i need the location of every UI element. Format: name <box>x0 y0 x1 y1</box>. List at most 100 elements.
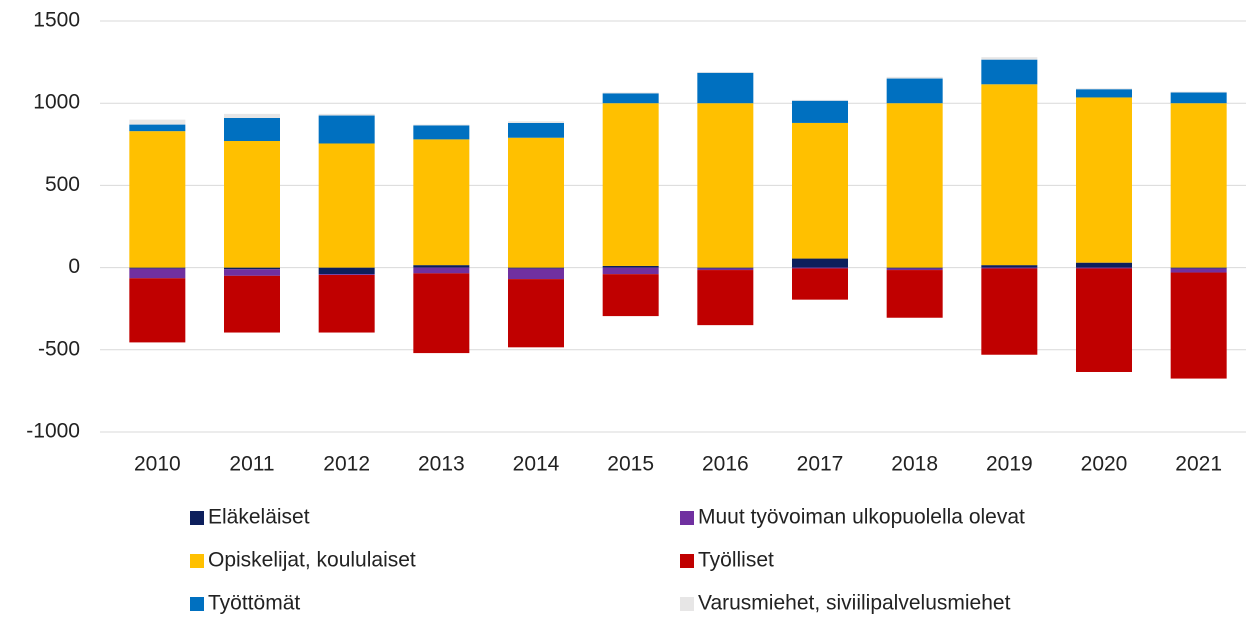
bar-segment <box>792 267 848 269</box>
bar-segment <box>508 137 564 268</box>
bar-segment <box>508 122 564 138</box>
bar-segment <box>792 268 848 300</box>
legend-swatch <box>190 554 204 568</box>
bar-segment <box>224 269 280 276</box>
bar-segment <box>318 113 375 116</box>
bar-segment <box>508 121 564 123</box>
bar-segment <box>1170 272 1227 379</box>
bar-segment <box>981 268 1038 355</box>
bar-segment <box>413 125 470 140</box>
y-tick-label: -1000 <box>26 420 80 443</box>
bar-segment <box>602 265 659 268</box>
x-tick-label: 2016 <box>702 453 749 476</box>
x-tick-label: 2018 <box>891 453 938 476</box>
x-tick-label: 2020 <box>1081 453 1128 476</box>
bar-segment <box>1170 268 1227 273</box>
legend-swatch <box>680 511 694 525</box>
bar-segment <box>602 93 659 104</box>
bar-segment <box>1170 91 1227 93</box>
bar-segment <box>318 274 375 333</box>
legend-label: Työlliset <box>698 549 774 572</box>
x-tick-label: 2011 <box>229 453 274 476</box>
bar-segment <box>224 267 280 270</box>
bar-segment <box>792 100 848 123</box>
y-tick-label: 1500 <box>33 9 80 32</box>
legend-swatch <box>680 597 694 611</box>
y-tick-label: 0 <box>68 255 80 278</box>
bar-segment <box>129 119 186 125</box>
bar-segment <box>1076 89 1132 98</box>
legend-label: Muut työvoiman ulkopuolella olevat <box>698 506 1025 529</box>
x-tick-label: 2015 <box>607 453 654 476</box>
bar-segment <box>318 267 375 275</box>
bar-segment <box>981 59 1038 85</box>
bar-segment <box>413 139 470 266</box>
bar-segment <box>697 71 754 73</box>
bar-segment <box>981 267 1038 269</box>
bar-segment <box>224 113 280 118</box>
bar-segment <box>129 131 186 268</box>
bar-segment <box>697 72 754 104</box>
bar-segment <box>981 84 1038 266</box>
bar-segment <box>318 274 375 275</box>
bar-segment <box>129 267 186 269</box>
bar-segment <box>886 270 943 318</box>
bar-segment <box>602 92 659 94</box>
legend-swatch <box>190 511 204 525</box>
bar-segment <box>792 122 848 259</box>
bar-segment <box>1076 262 1132 268</box>
y-tick-label: 1000 <box>33 91 80 114</box>
bar-segment <box>981 265 1038 268</box>
bar-segment <box>886 268 943 271</box>
bar-segment <box>224 117 280 142</box>
bar-segment <box>129 124 186 132</box>
bar-segment <box>508 267 564 269</box>
bar-segment <box>602 274 659 317</box>
legend-label: Varusmiehet, siviilipalvelusmiehet <box>698 592 1011 615</box>
legend-swatch <box>190 597 204 611</box>
x-tick-label: 2012 <box>323 453 370 476</box>
x-tick-label: 2017 <box>797 453 844 476</box>
y-tick-label: -500 <box>38 337 80 360</box>
x-tick-label: 2013 <box>418 453 465 476</box>
legend-label: Eläkeläiset <box>208 506 310 529</box>
bar-segment <box>318 115 375 144</box>
bar-segment <box>129 268 186 279</box>
bar-segment <box>886 103 943 268</box>
bar-segment <box>1076 88 1132 90</box>
y-tick-label: 500 <box>45 173 80 196</box>
bar-segment <box>792 258 848 268</box>
x-tick-label: 2019 <box>986 453 1033 476</box>
bar-segment <box>602 103 659 266</box>
bar-segment <box>1076 268 1132 372</box>
bar-segment <box>1076 267 1132 269</box>
legend-label: Opiskelijat, koululaiset <box>208 549 416 572</box>
bar-segment <box>886 76 943 79</box>
bar-segment <box>413 265 470 268</box>
legend-label: Työttömät <box>208 592 300 615</box>
bar-segment <box>508 279 564 348</box>
bar-segment <box>129 278 186 343</box>
bar-segment <box>886 267 943 269</box>
bar-segment <box>413 124 470 126</box>
x-tick-label: 2014 <box>513 453 560 476</box>
bar-segment <box>697 268 754 271</box>
bar-segment <box>1170 92 1227 104</box>
bar-segment <box>697 270 754 326</box>
bar-segment <box>1076 97 1132 263</box>
bar-segment <box>981 57 1038 60</box>
bar-segment <box>697 103 754 268</box>
bar-segment <box>318 143 375 268</box>
legend-swatch <box>680 554 694 568</box>
x-tick-label: 2010 <box>134 453 181 476</box>
bar-segment <box>886 78 943 104</box>
bar-segment <box>224 275 280 333</box>
bar-segment <box>508 268 564 280</box>
bar-segment <box>413 273 470 354</box>
bar-segment <box>1170 267 1227 269</box>
bar-segment <box>1170 103 1227 268</box>
bar-segment <box>792 99 848 101</box>
bar-segment <box>224 141 280 268</box>
bar-segment <box>697 267 754 269</box>
